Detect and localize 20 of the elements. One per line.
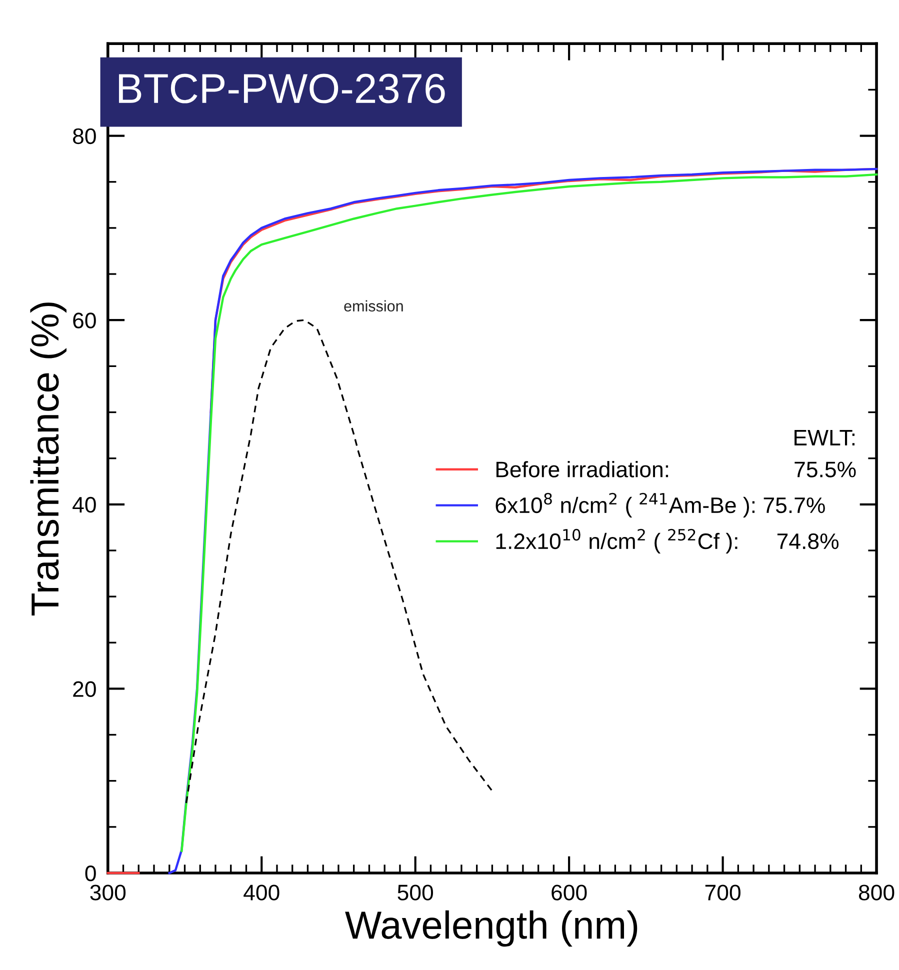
legend-title: EWLT: [794, 430, 854, 446]
y-axis-title: Transmittance (%) [30, 302, 66, 616]
x-axis-title: Wavelength (nm) [345, 910, 638, 947]
legend-label: 1.2x10$^{10}$ n/cm$^{2}$ ( $^{252}$Cf ): 74.8% [496, 528, 839, 554]
legend-label: Before irradiation: 75.5% [496, 461, 856, 478]
x-tick-label: 500 [398, 884, 434, 900]
y-tick-label: 60 [73, 312, 96, 328]
y-tick-label: 80 [73, 128, 96, 144]
y-tick-label: 0 [85, 866, 96, 882]
x-tick-label: 600 [552, 884, 587, 900]
y-tick-label: 20 [73, 681, 96, 697]
y-tick-label: 40 [72, 496, 96, 513]
x-tick-label: 800 [858, 884, 894, 900]
x-tick-label: 300 [90, 884, 126, 900]
x-tick-label: 400 [244, 884, 280, 900]
x-tick-label: 700 [705, 884, 740, 900]
text: BTCP-PWO-2376 [118, 74, 445, 104]
text: emission [344, 300, 403, 312]
legend-label: 6x10$^{8}$ n/cm$^{2}$ ( $^{241}$Am-Be ): 75.7% [496, 492, 825, 518]
line-series [185, 319, 494, 804]
